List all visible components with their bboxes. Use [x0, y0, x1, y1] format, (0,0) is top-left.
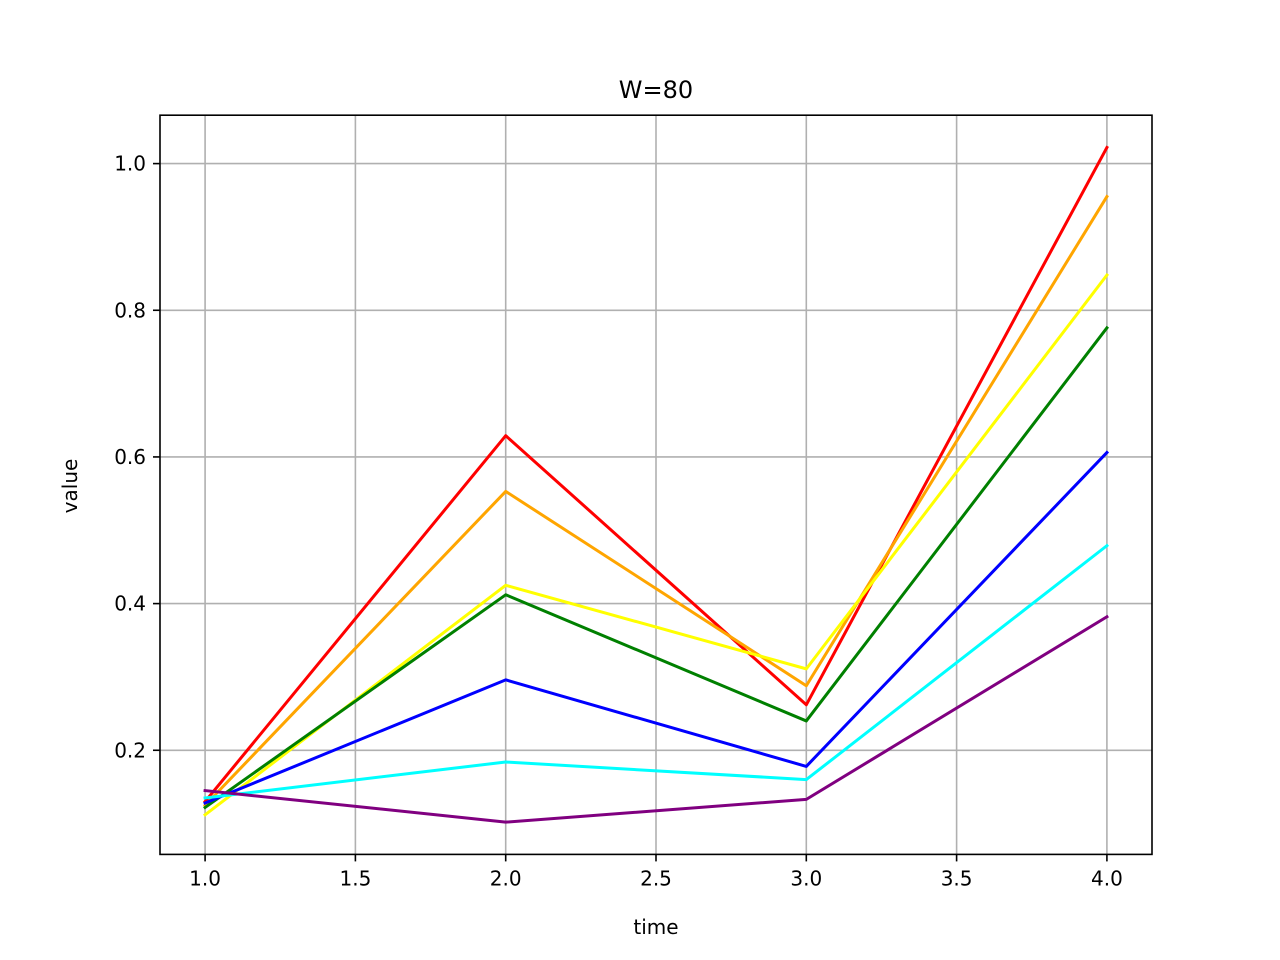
y-tick-label: 0.2: [114, 738, 146, 762]
series-line-6: [203, 543, 1110, 800]
y-tick-label: 0.8: [114, 298, 146, 322]
ticks: 1.0 1.5 2.0 2.5 3.0 3.5 4.0 0.2 0.4 0.6 0.8 1.0: [114, 152, 1123, 891]
series-line-4: [202, 325, 1110, 810]
x-tick-label: 2.5: [640, 866, 672, 890]
x-tick-label: 4.0: [1091, 866, 1123, 890]
x-tick-label: 2.0: [490, 866, 522, 890]
series-line-2: [202, 194, 1109, 808]
series-lines: [202, 145, 1110, 824]
series-line-5: [203, 450, 1110, 806]
x-tick-label: 1.5: [339, 866, 371, 890]
grid: [160, 115, 1152, 855]
series-line-7: [203, 614, 1109, 824]
y-tick-label: 0.4: [114, 592, 146, 616]
x-axis-title: time: [633, 915, 678, 939]
y-tick-label: 0.6: [114, 445, 146, 469]
chart-title: W=80: [619, 76, 693, 104]
y-tick-label: 1.0: [114, 152, 146, 176]
y-axis-title: value: [58, 459, 82, 514]
series-line-1: [202, 145, 1109, 804]
x-tick-label: 3.5: [941, 866, 973, 890]
x-tick-label: 3.0: [790, 866, 822, 890]
x-tick-label: 1.0: [189, 866, 221, 890]
